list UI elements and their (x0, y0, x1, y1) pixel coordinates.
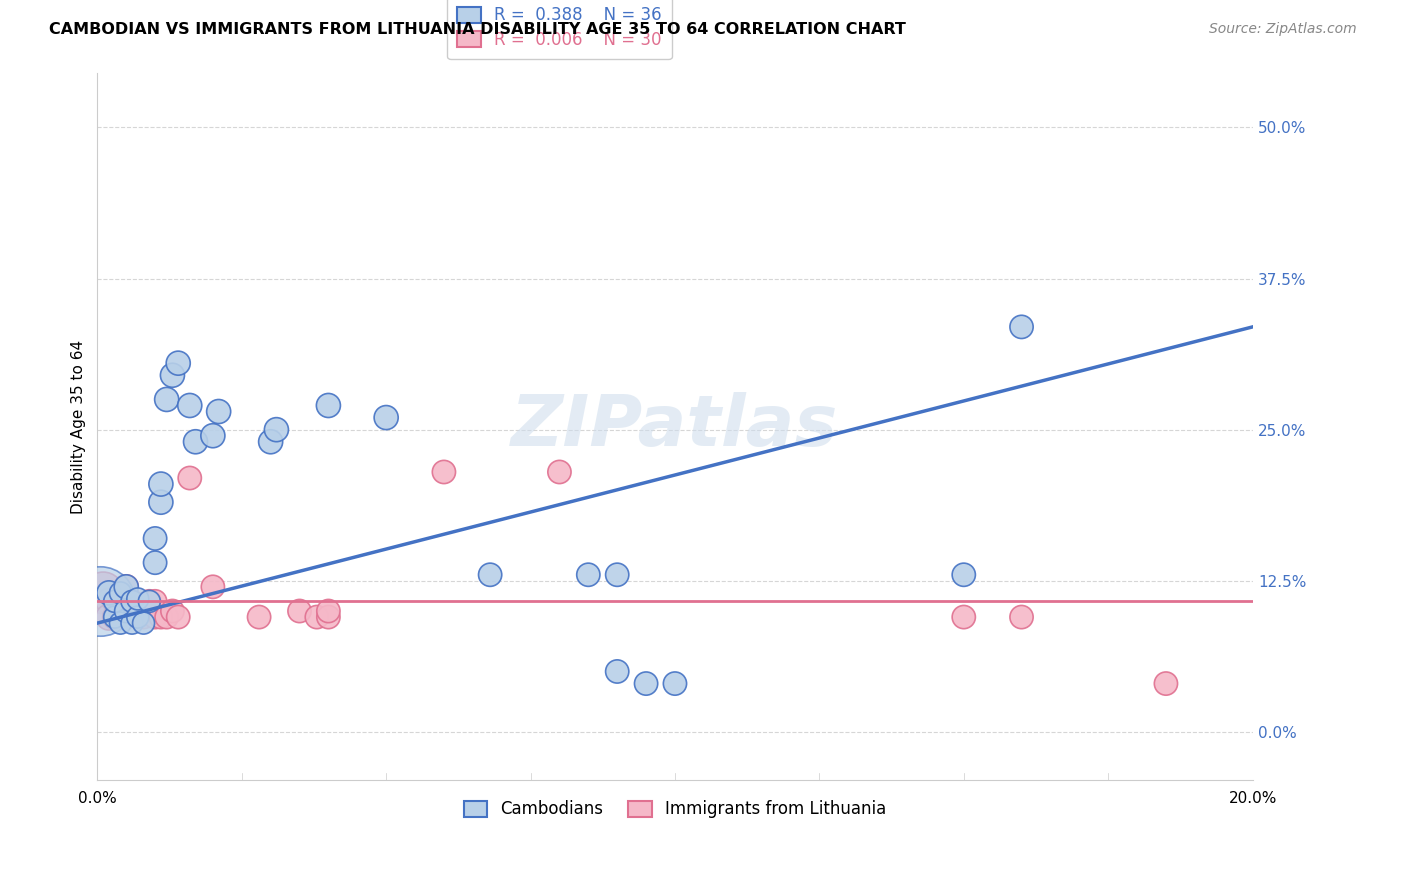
Point (156, 610, 179, 624)
Point (149, 477, 172, 491)
Point (97, 610, 120, 624)
Point (247, 610, 270, 624)
Point (208, 404, 231, 418)
Y-axis label: Disability Age 35 to 64: Disability Age 35 to 64 (72, 340, 86, 514)
Point (179, 399, 201, 413)
Point (104, 610, 127, 624)
Point (548, 465, 571, 479)
Point (121, 594, 143, 608)
Point (664, 676, 686, 690)
Point (318, 604, 340, 618)
Point (201, 580, 224, 594)
Point (127, 610, 149, 624)
Point (259, 434, 281, 449)
Point (1154, 676, 1177, 690)
Point (143, 532, 166, 546)
Point (952, 567, 974, 582)
Text: Source: ZipAtlas.com: Source: ZipAtlas.com (1209, 22, 1357, 37)
Point (576, 567, 599, 582)
Point (952, 610, 974, 624)
Point (104, 610, 127, 624)
Point (288, 604, 311, 618)
Point (1011, 610, 1033, 624)
Text: CAMBODIAN VS IMMIGRANTS FROM LITHUANIA DISABILITY AGE 35 TO 64 CORRELATION CHART: CAMBODIAN VS IMMIGRANTS FROM LITHUANIA D… (49, 22, 905, 37)
Point (156, 392, 179, 407)
Point (143, 610, 166, 624)
Point (479, 567, 502, 582)
Point (115, 604, 138, 618)
Point (132, 616, 155, 631)
Point (606, 665, 628, 679)
Point (375, 410, 398, 425)
Point (318, 399, 340, 413)
Point (121, 594, 143, 608)
Point (167, 610, 190, 624)
Point (110, 586, 132, 600)
Point (636, 676, 658, 690)
Point (318, 610, 340, 624)
Point (1011, 319, 1033, 334)
Point (110, 604, 132, 618)
Point (167, 356, 190, 370)
Point (179, 471, 201, 485)
Point (115, 580, 138, 594)
Point (127, 610, 149, 624)
Point (89, 594, 111, 608)
Text: ZIPatlas: ZIPatlas (512, 392, 838, 461)
Point (132, 610, 155, 624)
Point (149, 495, 172, 509)
Point (104, 594, 127, 608)
Point (433, 465, 456, 479)
Point (143, 556, 166, 570)
Point (104, 594, 127, 608)
Point (97, 586, 120, 600)
Point (201, 428, 224, 442)
Point (162, 604, 184, 618)
Point (110, 616, 132, 631)
Point (606, 567, 628, 582)
Point (143, 594, 166, 608)
Point (184, 434, 207, 449)
Point (115, 610, 138, 624)
Legend: Cambodians, Immigrants from Lithuania: Cambodians, Immigrants from Lithuania (457, 794, 893, 825)
Point (127, 591, 149, 606)
Point (91, 586, 114, 600)
Point (97, 594, 120, 608)
Point (266, 423, 288, 437)
Point (305, 610, 328, 624)
Point (115, 580, 138, 594)
Point (149, 610, 172, 624)
Point (138, 594, 160, 608)
Point (138, 594, 160, 608)
Point (121, 616, 143, 631)
Point (162, 368, 184, 383)
